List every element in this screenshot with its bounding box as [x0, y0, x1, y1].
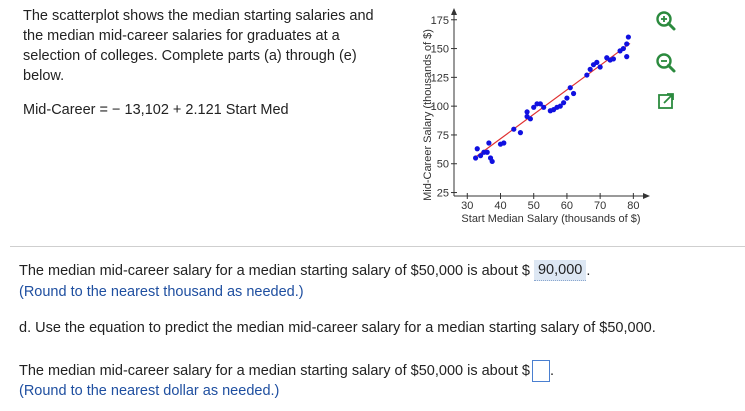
x-tick-label: 40	[494, 200, 506, 212]
section-divider	[10, 246, 745, 247]
x-tick-label: 70	[594, 200, 606, 212]
data-point	[527, 116, 533, 122]
answer-d-sentence: The median mid-career salary for a media…	[19, 363, 530, 379]
data-point	[594, 59, 600, 65]
data-point	[624, 54, 630, 60]
zoom-out-button[interactable]	[653, 50, 679, 76]
y-axis-arrow	[451, 8, 457, 15]
answer-c-sentence: The median mid-career salary for a media…	[19, 262, 530, 279]
x-tick-label: 60	[561, 200, 573, 212]
data-point	[486, 140, 492, 146]
data-point	[624, 41, 630, 47]
y-tick-label: 150	[431, 44, 449, 56]
x-tick-label: 30	[461, 200, 473, 212]
expand-button[interactable]	[653, 88, 679, 114]
data-point	[564, 95, 570, 101]
intro-line-2: the median mid-career salaries for gradu…	[23, 28, 340, 44]
x-axis-label: Start Median Salary (thousands of $)	[461, 213, 640, 225]
data-point	[610, 56, 617, 62]
zoom-out-icon	[656, 53, 676, 73]
answer-d-hint: (Round to the nearest dollar as needed.)	[19, 383, 280, 399]
x-tick-label: 80	[627, 200, 639, 212]
data-point	[567, 85, 573, 91]
data-point	[524, 109, 530, 115]
y-axis-label: Mid-Career Salary (thousands of $)	[422, 29, 434, 201]
data-point	[537, 101, 543, 107]
intro-line-1: The scatterplot shows the median startin…	[23, 8, 374, 24]
data-point	[625, 34, 631, 40]
y-tick-label: 175	[431, 15, 449, 27]
data-point	[587, 66, 593, 72]
data-point	[517, 130, 524, 136]
scatterplot-svg: 30 40 50 60 70 80 25 50 75 100 125 150 175 Start Medi…	[422, 8, 650, 225]
answer-d-input[interactable]	[531, 360, 550, 382]
data-point	[484, 149, 490, 155]
x-axis-arrow	[643, 193, 650, 199]
regression-equation: Mid-Career = − 13,102 + 2.121 Start Med	[23, 102, 289, 118]
y-tick-label: 100	[431, 101, 449, 113]
data-point	[570, 90, 577, 97]
data-point	[541, 104, 547, 110]
problem-intro: The scatterplot shows the median startin…	[23, 6, 423, 86]
x-tick-label: 50	[528, 200, 540, 212]
y-tick-label: 125	[431, 72, 449, 84]
intro-line-3: selection of colleges. Complete parts (a…	[23, 48, 357, 64]
scatterplot-chart: 30 40 50 60 70 80 25 50 75 100 125 150 175 Start Medi…	[418, 6, 668, 232]
y-tick-label: 75	[437, 130, 449, 142]
data-point	[489, 158, 495, 165]
answer-c-line: The median mid-career salary for a media…	[19, 260, 590, 281]
data-point	[620, 45, 626, 52]
zoom-in-icon	[656, 11, 676, 31]
answer-c-period: .	[586, 262, 591, 279]
answer-c-hint: (Round to the nearest thousand as needed…	[19, 284, 304, 300]
data-point	[557, 103, 563, 109]
y-tick-label: 25	[437, 188, 449, 200]
zoom-in-button[interactable]	[653, 8, 679, 34]
data-point	[472, 155, 479, 161]
data-point	[531, 104, 537, 110]
answer-c-value: 90,000	[533, 260, 587, 281]
data-point	[501, 140, 507, 146]
data-point	[584, 72, 590, 78]
expand-icon	[658, 93, 674, 109]
data-point	[477, 153, 484, 159]
intro-line-4: below.	[23, 68, 65, 84]
data-point	[474, 146, 480, 152]
data-point	[511, 126, 517, 132]
regression-line	[473, 42, 631, 159]
answer-d-line: The median mid-career salary for a media…	[19, 360, 554, 382]
answer-d-period: .	[549, 363, 555, 379]
data-point	[597, 64, 603, 70]
y-tick-label: 50	[437, 159, 449, 171]
data-point	[561, 100, 567, 106]
part-d-question: d. Use the equation to predict the media…	[19, 320, 656, 336]
